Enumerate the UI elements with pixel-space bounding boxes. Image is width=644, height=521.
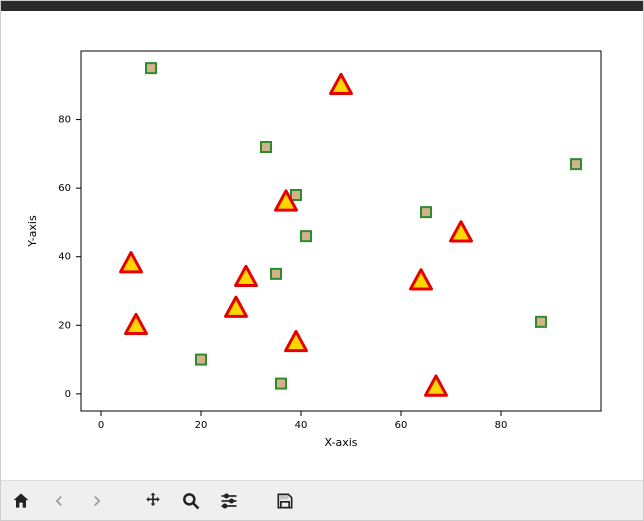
svg-text:X-axis: X-axis [325,436,358,449]
svg-text:0: 0 [65,389,71,400]
home-icon [11,491,31,511]
svg-text:0: 0 [98,420,104,431]
configure-button[interactable] [217,489,241,513]
sliders-icon [219,491,239,511]
figure-window: 0 20 40 60 80 0 20 40 60 80 X-axis Y-axis [0,0,644,521]
svg-text:20: 20 [58,320,71,331]
arrow-left-icon [49,491,69,511]
matplotlib-toolbar [1,480,643,520]
svg-text:40: 40 [295,420,308,431]
save-icon [275,491,295,511]
svg-text:80: 80 [495,420,508,431]
move-icon [143,491,163,511]
magnify-icon [181,491,201,511]
arrow-right-icon [87,491,107,511]
save-button[interactable] [273,489,297,513]
zoom-button[interactable] [179,489,203,513]
home-button[interactable] [9,489,33,513]
svg-text:Y-axis: Y-axis [26,215,39,248]
scatter-chart: 0 20 40 60 80 0 20 40 60 80 X-axis Y-axis [1,11,644,481]
window-titlebar [1,1,643,11]
svg-text:60: 60 [58,183,71,194]
back-button[interactable] [47,489,71,513]
svg-text:80: 80 [58,115,71,126]
plot-area: 0 20 40 60 80 0 20 40 60 80 X-axis Y-axis [1,11,643,481]
pan-button[interactable] [141,489,165,513]
svg-text:40: 40 [58,252,71,263]
svg-text:60: 60 [395,420,408,431]
svg-text:20: 20 [195,420,208,431]
forward-button[interactable] [85,489,109,513]
